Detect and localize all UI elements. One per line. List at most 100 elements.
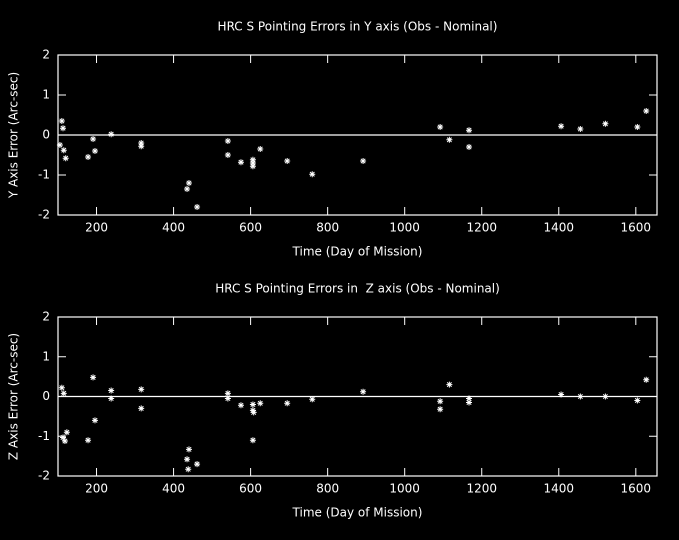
point <box>634 124 641 130</box>
x-tick-label: 600 <box>239 482 262 496</box>
point <box>194 461 201 468</box>
x-tick-label: 800 <box>316 482 339 496</box>
point <box>643 108 650 114</box>
point <box>284 158 291 164</box>
point <box>85 437 92 444</box>
y-tick-label: -2 <box>38 469 50 483</box>
y-tick-label: 1 <box>42 349 50 363</box>
point <box>224 395 231 402</box>
point <box>466 395 473 402</box>
y-tick-label: 2 <box>42 310 50 324</box>
point <box>138 140 145 146</box>
point <box>309 171 316 178</box>
point <box>577 393 584 400</box>
point <box>90 136 97 142</box>
point <box>108 395 115 402</box>
x-tick-label: 800 <box>316 221 339 235</box>
point <box>284 400 291 407</box>
point <box>250 409 257 416</box>
point <box>184 186 191 192</box>
point <box>466 399 473 406</box>
point <box>466 127 473 134</box>
point <box>224 152 231 158</box>
x-tick-label: 1600 <box>621 221 652 235</box>
point <box>58 384 65 391</box>
point <box>309 396 316 403</box>
point <box>194 204 201 210</box>
x-tick-label: 400 <box>162 482 185 496</box>
x-tick-label: 1000 <box>389 221 420 235</box>
x-tick-label: 1000 <box>389 482 420 496</box>
x-tick-label: 1200 <box>466 482 497 496</box>
point <box>85 154 92 160</box>
point <box>360 388 367 395</box>
y-tick-label: 0 <box>42 128 50 142</box>
point <box>56 142 63 148</box>
y-tick-label: -1 <box>38 168 50 182</box>
chart-title: HRC S Pointing Errors in Z axis (Obs - N… <box>215 282 500 296</box>
point <box>446 136 453 143</box>
point <box>249 160 256 166</box>
point <box>91 148 98 154</box>
point <box>224 390 231 397</box>
x-axis-label: Time (Day of Mission) <box>292 506 423 520</box>
point <box>602 393 609 400</box>
point <box>237 402 244 409</box>
point <box>257 146 264 152</box>
point <box>446 381 453 388</box>
point <box>58 118 65 124</box>
point <box>90 374 97 381</box>
y-tick-label: 2 <box>42 48 50 62</box>
point <box>577 126 584 132</box>
point <box>643 376 650 383</box>
point <box>60 147 67 154</box>
point <box>60 125 67 132</box>
point <box>185 180 192 186</box>
x-tick-label: 400 <box>162 221 185 235</box>
point <box>634 397 641 404</box>
point <box>184 456 191 463</box>
point <box>60 390 67 397</box>
x-tick-label: 1600 <box>621 482 652 496</box>
point <box>249 437 256 444</box>
y-axis-label: Y Axis Error (Arc-sec) <box>7 72 21 199</box>
point <box>558 391 565 398</box>
point <box>602 120 609 127</box>
point <box>237 159 244 166</box>
x-tick-label: 600 <box>239 221 262 235</box>
y-tick-label: 0 <box>42 389 50 403</box>
x-axis-label: Time (Day of Mission) <box>292 245 423 259</box>
point <box>138 386 145 393</box>
point <box>185 446 192 453</box>
point <box>249 156 256 163</box>
chart-title: HRC S Pointing Errors in Y axis (Obs - N… <box>218 20 498 34</box>
point <box>138 405 145 412</box>
x-tick-label: 1400 <box>543 482 574 496</box>
point <box>466 144 473 150</box>
point <box>249 401 256 408</box>
point <box>61 438 68 445</box>
point <box>257 400 264 407</box>
x-tick-label: 200 <box>85 482 108 496</box>
point <box>249 407 256 414</box>
y-tick-label: 1 <box>42 88 50 102</box>
point <box>60 434 67 441</box>
point <box>437 398 444 405</box>
y-tick-label: -1 <box>38 429 50 443</box>
point <box>62 155 69 162</box>
point <box>138 143 145 150</box>
point <box>558 123 565 130</box>
point <box>437 406 444 413</box>
point <box>63 429 70 436</box>
point <box>91 417 98 424</box>
y-tick-label: -2 <box>38 208 50 222</box>
point <box>108 387 115 394</box>
point <box>108 131 115 138</box>
y-axis-label: Z Axis Error (Arc-sec) <box>7 333 21 460</box>
x-tick-label: 1200 <box>466 221 497 235</box>
point <box>249 163 256 170</box>
x-tick-label: 1400 <box>543 221 574 235</box>
point <box>437 124 444 130</box>
point <box>224 138 231 144</box>
